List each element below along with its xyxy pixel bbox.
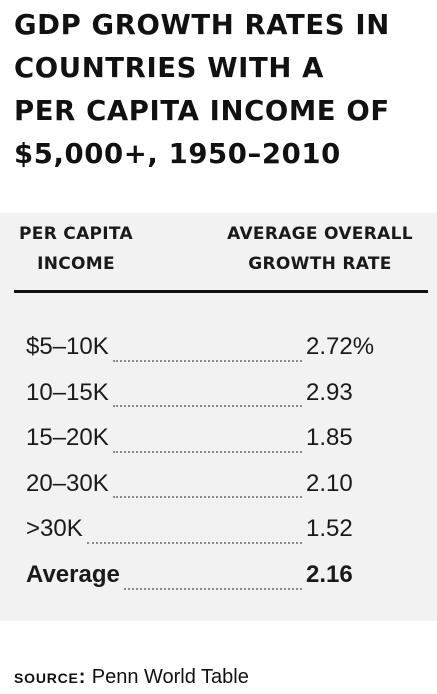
table-row: $5–10K 2.72% xyxy=(26,329,386,375)
column-header-line: AVERAGE OVERALL xyxy=(227,224,413,244)
income-cell: 10–15K xyxy=(26,378,109,406)
dot-leader xyxy=(86,541,302,544)
source-text: Penn World Table xyxy=(86,666,249,688)
average-label: Average xyxy=(26,560,120,588)
average-row: Average 2.16 xyxy=(26,557,386,603)
rate-cell: 1.52 xyxy=(306,515,353,543)
column-header-growth-rate: AVERAGE OVERALL GROWTH RATE xyxy=(210,219,430,279)
table-row: 10–15K 2.93 xyxy=(26,375,386,421)
income-cell: 15–20K xyxy=(26,424,109,452)
header-divider xyxy=(14,290,428,293)
dot-leader xyxy=(112,450,302,453)
page-title: GDP GROWTH RATES IN COUNTRIES WITH A PER… xyxy=(14,4,429,176)
dot-leader xyxy=(112,359,302,362)
title-line: GDP GROWTH RATES IN xyxy=(14,9,390,41)
dot-leader xyxy=(123,587,302,590)
column-header-line: PER CAPITA xyxy=(19,224,133,244)
rate-cell: 2.93 xyxy=(306,378,353,406)
income-cell: >30K xyxy=(26,515,83,543)
rate-cell: 2.10 xyxy=(306,469,353,497)
income-cell: 20–30K xyxy=(26,469,109,497)
column-header-line: INCOME xyxy=(37,254,115,274)
title-line: $5,000+, 1950–2010 xyxy=(14,138,341,170)
table-row: 15–20K 1.85 xyxy=(26,420,386,466)
rate-cell: 2.72% xyxy=(306,333,375,360)
title-line: COUNTRIES WITH A xyxy=(14,52,325,84)
income-cell: $5–10K xyxy=(26,333,109,360)
table-row: 20–30K 2.10 xyxy=(26,466,386,512)
rate-cell: 1.85 xyxy=(306,424,353,452)
title-line: PER CAPITA INCOME OF xyxy=(14,95,390,127)
column-header-line: GROWTH RATE xyxy=(248,254,392,274)
dot-leader xyxy=(112,496,302,499)
source-label: SOURCE: xyxy=(14,666,87,688)
table-panel xyxy=(0,213,437,621)
column-header-income: PER CAPITA INCOME xyxy=(12,219,140,279)
source-note: SOURCE: Penn World Table xyxy=(14,664,249,690)
average-rate: 2.16 xyxy=(306,560,353,588)
dot-leader xyxy=(112,405,302,408)
table-row: >30K 1.52 xyxy=(26,511,386,557)
data-table: $5–10K 2.72% 10–15K 2.93 15–20K 1.85 20–… xyxy=(26,329,386,603)
